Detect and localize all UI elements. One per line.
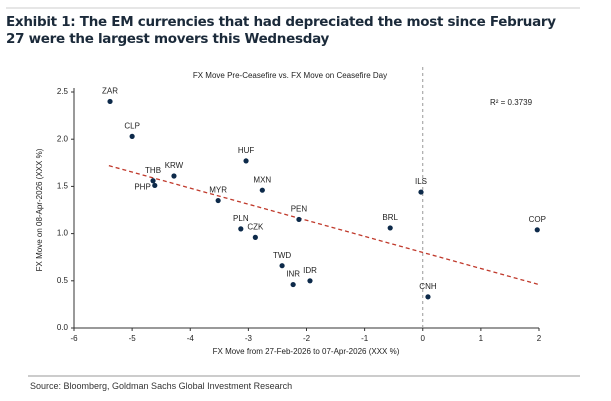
y-tick-label: 2.0 — [57, 134, 69, 143]
point-label: ILS — [415, 177, 427, 186]
y-tick-label: 0.5 — [57, 276, 69, 285]
point — [307, 278, 313, 284]
point-label: MXN — [253, 175, 271, 184]
point — [152, 182, 158, 189]
point — [425, 294, 431, 300]
y-tick-label: 2.5 — [57, 87, 69, 96]
point-label: CNH — [419, 282, 437, 291]
point — [296, 216, 302, 223]
point-label: CLP — [124, 121, 140, 130]
point-label: IDR — [303, 266, 317, 275]
point — [279, 263, 285, 269]
point — [243, 158, 249, 164]
point-label: BRL — [382, 213, 398, 222]
point — [387, 225, 393, 231]
point — [215, 197, 221, 204]
x-tick-label: -6 — [70, 334, 78, 343]
point-label: PHP — [134, 183, 150, 192]
point-label: ZAR — [102, 87, 118, 96]
y-axis-title: FX Move on 08-Apr-2026 (XXX %) — [35, 148, 44, 271]
point-label: HUF — [238, 146, 255, 155]
y-tick-label: 1.0 — [57, 229, 69, 238]
x-tick-label: 2 — [537, 334, 542, 343]
point-label: CZK — [247, 222, 264, 231]
point — [418, 189, 424, 195]
point-label: COP — [529, 215, 546, 224]
x-tick-label: -5 — [129, 334, 137, 343]
point-label: PEN — [291, 205, 308, 214]
point-label: PLN — [233, 214, 249, 223]
point-label: TWD — [273, 251, 291, 260]
point — [238, 226, 244, 232]
point-label: THB — [145, 166, 161, 175]
chart-title: FX Move Pre-Ceasefire vs. FX Move on Cea… — [193, 71, 387, 80]
point — [171, 173, 177, 179]
point — [129, 133, 135, 139]
point — [150, 178, 156, 184]
point — [534, 227, 540, 233]
point — [107, 98, 113, 105]
trendline — [108, 165, 540, 286]
point — [290, 281, 296, 288]
point-label: KRW — [165, 161, 184, 170]
point — [252, 234, 258, 240]
point-label: MYR — [209, 186, 227, 195]
y-tick-label: 1.5 — [57, 182, 69, 191]
x-tick-label: -2 — [303, 334, 311, 343]
y-tick-label: 0.0 — [57, 323, 69, 332]
x-tick-label: -1 — [361, 334, 369, 343]
point — [259, 187, 265, 193]
point-label: INR — [286, 270, 300, 279]
source: Source: Bloomberg, Goldman Sachs Global … — [30, 381, 293, 391]
x-tick-label: -3 — [245, 334, 253, 343]
annotation: R² = 0.3739 — [490, 98, 533, 107]
x-axis-title: FX Move from 27-Feb-2026 to 07-Apr-2026 … — [213, 347, 400, 356]
x-tick-label: -4 — [187, 334, 195, 343]
x-tick-label: 0 — [421, 334, 426, 343]
exhibit-title: Exhibit 1: The EM currencies that had de… — [6, 14, 556, 47]
x-tick-label: 1 — [479, 334, 484, 343]
